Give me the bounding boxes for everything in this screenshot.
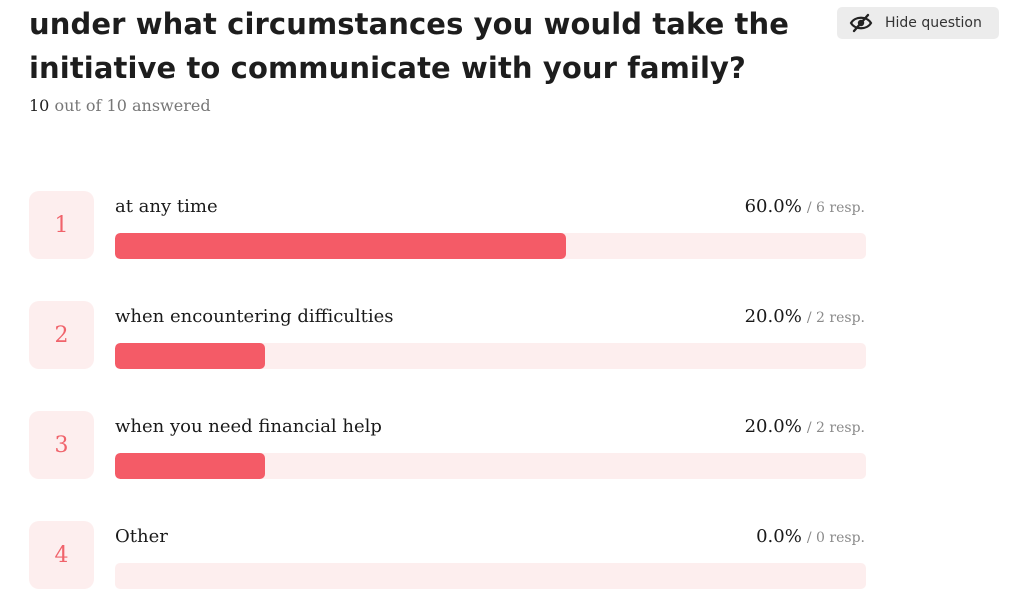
- option-bar-track: [115, 233, 866, 259]
- option-index-badge: 4: [29, 521, 94, 589]
- option-bar-track: [115, 343, 866, 369]
- hide-question-button[interactable]: Hide question: [837, 7, 999, 39]
- answered-number: 10: [29, 96, 50, 115]
- option-stat: 60.0% / 6 resp.: [745, 196, 865, 217]
- option-row: 3 when you need financial help 20.0% / 2…: [29, 411, 869, 481]
- option-responses: / 0 resp.: [806, 530, 865, 546]
- option-bar-fill: [115, 343, 266, 369]
- option-label: at any time: [115, 196, 218, 217]
- option-responses: / 2 resp.: [806, 310, 865, 326]
- option-responses: / 6 resp.: [806, 200, 865, 216]
- option-label: Other: [115, 526, 168, 547]
- option-stat: 20.0% / 2 resp.: [745, 416, 865, 437]
- option-row: 4 Other 0.0% / 0 resp.: [29, 521, 869, 591]
- question-title: under what circumstances you would take …: [29, 7, 790, 85]
- eye-slash-icon: [849, 13, 873, 33]
- answered-suffix: out of 10 answered: [54, 96, 211, 115]
- answered-count: 10 out of 10 answered: [29, 96, 211, 115]
- option-bar-fill: [115, 233, 566, 259]
- option-bar-track: [115, 563, 866, 589]
- option-responses: / 2 resp.: [806, 420, 865, 436]
- option-index-badge: 1: [29, 191, 94, 259]
- option-index-badge: 2: [29, 301, 94, 369]
- option-row: 2 when encountering difficulties 20.0% /…: [29, 301, 869, 371]
- option-percent: 0.0%: [756, 526, 802, 547]
- option-label: when you need financial help: [115, 416, 382, 437]
- option-bar-fill: [115, 453, 266, 479]
- option-row: 1 at any time 60.0% / 6 resp.: [29, 191, 869, 261]
- option-percent: 20.0%: [744, 306, 802, 327]
- option-index-badge: 3: [29, 411, 94, 479]
- option-label: when encountering difficulties: [115, 306, 394, 327]
- option-bar-track: [115, 453, 866, 479]
- option-percent: 20.0%: [744, 416, 802, 437]
- hide-question-label: Hide question: [885, 15, 982, 31]
- option-percent: 60.0%: [744, 196, 802, 217]
- option-stat: 0.0% / 0 resp.: [756, 526, 865, 547]
- option-stat: 20.0% / 2 resp.: [745, 306, 865, 327]
